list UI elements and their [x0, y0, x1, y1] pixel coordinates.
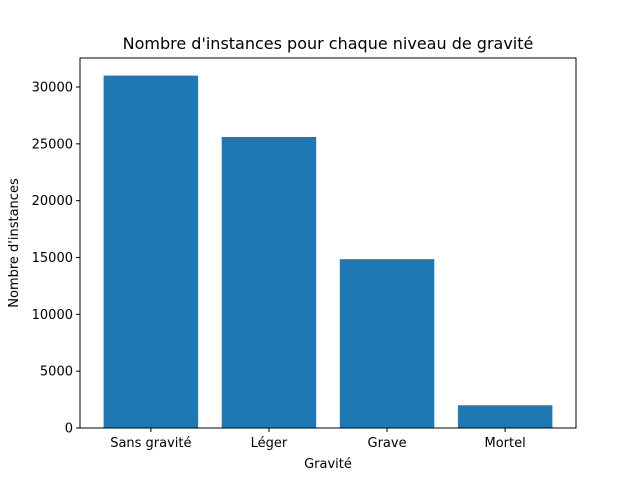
- bars-layer: [103, 75, 553, 429]
- x-axis-label: Gravité: [304, 457, 352, 472]
- y-axis-label: Nombre d'instances: [7, 178, 22, 308]
- x-axis: Sans gravité Léger Grave Mortel: [110, 428, 526, 451]
- x-tick-label: Léger: [251, 436, 288, 451]
- x-tick-label: Mortel: [485, 436, 526, 451]
- chart-title: Nombre d'instances pour chaque niveau de…: [123, 34, 534, 53]
- bar-3: [457, 405, 553, 428]
- x-tick-label: Grave: [368, 436, 407, 451]
- y-tick-label: 10000: [32, 308, 73, 323]
- bar-2: [339, 259, 435, 428]
- plot-frame: [79, 57, 577, 429]
- y-tick-label: 15000: [32, 251, 73, 266]
- y-tick-label: 5000: [40, 365, 73, 380]
- y-tick-label: 20000: [32, 194, 73, 209]
- x-tick-label: Sans gravité: [110, 436, 191, 451]
- bar-1: [221, 137, 317, 429]
- bar-0: [103, 75, 199, 428]
- y-tick-label: 0: [65, 422, 73, 437]
- y-axis: 0 5000 10000 15000 20000 25000 30000: [32, 80, 80, 437]
- y-tick-label: 30000: [32, 80, 73, 95]
- y-tick-label: 25000: [32, 137, 73, 152]
